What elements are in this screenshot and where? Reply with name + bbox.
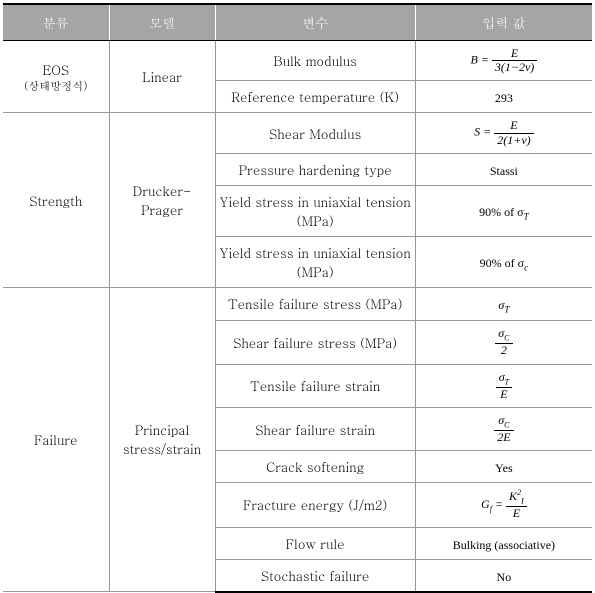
variable-cell: Stochastic failure bbox=[215, 559, 415, 592]
value-cell: 90% of σc bbox=[415, 236, 592, 287]
category-cell: Strength bbox=[3, 113, 109, 287]
value-cell: σC2E bbox=[415, 407, 592, 450]
value-cell: B = E3(1−2ν) bbox=[415, 41, 592, 81]
value-cell: 90% of σT bbox=[415, 185, 592, 236]
table-row: EOS(상태방정식)LinearBulk modulusB = E3(1−2ν) bbox=[3, 41, 592, 81]
header-variable: 변수 bbox=[215, 4, 415, 41]
material-params-table: 분류 모델 변수 입력 값 EOS(상태방정식)LinearBulk modul… bbox=[3, 3, 592, 593]
variable-cell: Tensile failure strain bbox=[215, 364, 415, 407]
variable-cell: Yield stress in uniaxial tension (MPa) bbox=[215, 236, 415, 287]
variable-cell: Bulk modulus bbox=[215, 41, 415, 81]
model-cell: Linear bbox=[109, 41, 215, 113]
variable-cell: Shear failure strain bbox=[215, 407, 415, 450]
header-value: 입력 값 bbox=[415, 4, 592, 41]
value-cell: S = E2(1+ν) bbox=[415, 113, 592, 153]
variable-cell: Reference temperature (K) bbox=[215, 81, 415, 113]
header-model: 모델 bbox=[109, 4, 215, 41]
variable-cell: Shear Modulus bbox=[215, 113, 415, 153]
value-cell: Stassi bbox=[415, 153, 592, 185]
variable-cell: Crack softening bbox=[215, 451, 415, 483]
variable-cell: Pressure hardening type bbox=[215, 153, 415, 185]
variable-cell: Tensile failure stress (MPa) bbox=[215, 287, 415, 320]
table-row: StrengthDrucker-PragerShear ModulusS = E… bbox=[3, 113, 592, 153]
variable-cell: Yield stress in uniaxial tension (MPa) bbox=[215, 185, 415, 236]
value-cell: 293 bbox=[415, 81, 592, 113]
value-cell: Bulking (associative) bbox=[415, 527, 592, 559]
header-category: 분류 bbox=[3, 4, 109, 41]
table-body: EOS(상태방정식)LinearBulk modulusB = E3(1−2ν)… bbox=[3, 41, 592, 592]
category-cell: EOS(상태방정식) bbox=[3, 41, 109, 113]
variable-cell: Shear failure stress (MPa) bbox=[215, 321, 415, 364]
value-cell: σC2 bbox=[415, 321, 592, 364]
table-row: FailurePrincipal stress/strainTensile fa… bbox=[3, 287, 592, 320]
value-cell: Yes bbox=[415, 451, 592, 483]
model-cell: Drucker-Prager bbox=[109, 113, 215, 287]
value-cell: σTE bbox=[415, 364, 592, 407]
value-cell: No bbox=[415, 559, 592, 592]
variable-cell: Flow rule bbox=[215, 527, 415, 559]
header-row: 분류 모델 변수 입력 값 bbox=[3, 4, 592, 41]
model-cell: Principal stress/strain bbox=[109, 287, 215, 591]
value-cell: σT bbox=[415, 287, 592, 320]
variable-cell: Fracture energy (J/m2) bbox=[215, 483, 415, 527]
value-cell: Gf = K2IE bbox=[415, 483, 592, 527]
category-cell: Failure bbox=[3, 287, 109, 591]
